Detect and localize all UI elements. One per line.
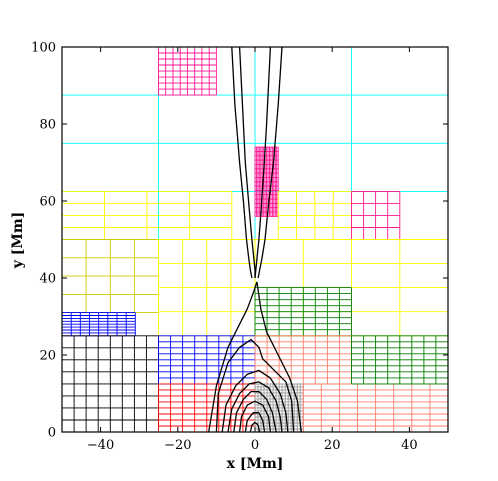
- y-tick-label-0: 0: [48, 426, 56, 441]
- field-line-3: [254, 47, 272, 279]
- mesh-block-1: [158, 47, 217, 96]
- field-line-0: [231, 47, 253, 279]
- x-tick-label-1: −20: [164, 438, 191, 453]
- field-line-5: [256, 281, 302, 432]
- x-tick-label-4: 40: [401, 438, 418, 453]
- field-line-9: [227, 381, 283, 432]
- field-line-13: [249, 421, 261, 432]
- mesh-cells-17: [351, 335, 448, 385]
- field-line-4: [208, 281, 258, 432]
- y-tick-label-4: 80: [39, 118, 56, 133]
- field-line-2: [238, 47, 256, 278]
- field-line-12: [244, 412, 266, 432]
- mesh-cells-3: [62, 190, 233, 240]
- y-tick-label-3: 60: [39, 195, 56, 210]
- field-line-10: [233, 390, 277, 432]
- mesh-block-10: [62, 312, 136, 337]
- mesh-block-17: [351, 335, 448, 385]
- y-tick-label-2: 40: [39, 272, 56, 287]
- mesh-cells-1: [158, 47, 217, 96]
- mesh-block-5: [351, 190, 401, 240]
- field-line-6: [215, 338, 264, 432]
- mesh-cells-10: [62, 312, 136, 337]
- mesh-block-9: [254, 287, 352, 337]
- x-tick-label-0: −40: [87, 438, 114, 453]
- y-tick-label-5: 100: [31, 41, 56, 56]
- mesh-cells-16: [302, 383, 448, 432]
- mesh-cells-9: [254, 287, 352, 337]
- field-lines-layer: [208, 47, 302, 432]
- x-axis-label: x [Mm]: [227, 456, 284, 472]
- y-tick-label-1: 20: [39, 349, 56, 364]
- y-axis-label: y [Mm]: [10, 212, 26, 270]
- x-tick-label-3: 20: [324, 438, 341, 453]
- mesh-cells-5: [351, 190, 401, 240]
- field-line-1: [257, 47, 283, 279]
- mesh-block-16: [302, 383, 448, 432]
- mesh-block-3: [62, 190, 233, 240]
- mesh-layer: [62, 47, 448, 432]
- field-line-8: [221, 369, 289, 432]
- ticks-layer: −40 −20 0 20 40 0 20 40 60 80 100: [31, 41, 448, 453]
- field-line-7: [262, 358, 295, 432]
- x-tick-label-2: 0: [251, 438, 259, 453]
- field-line-11: [238, 400, 272, 432]
